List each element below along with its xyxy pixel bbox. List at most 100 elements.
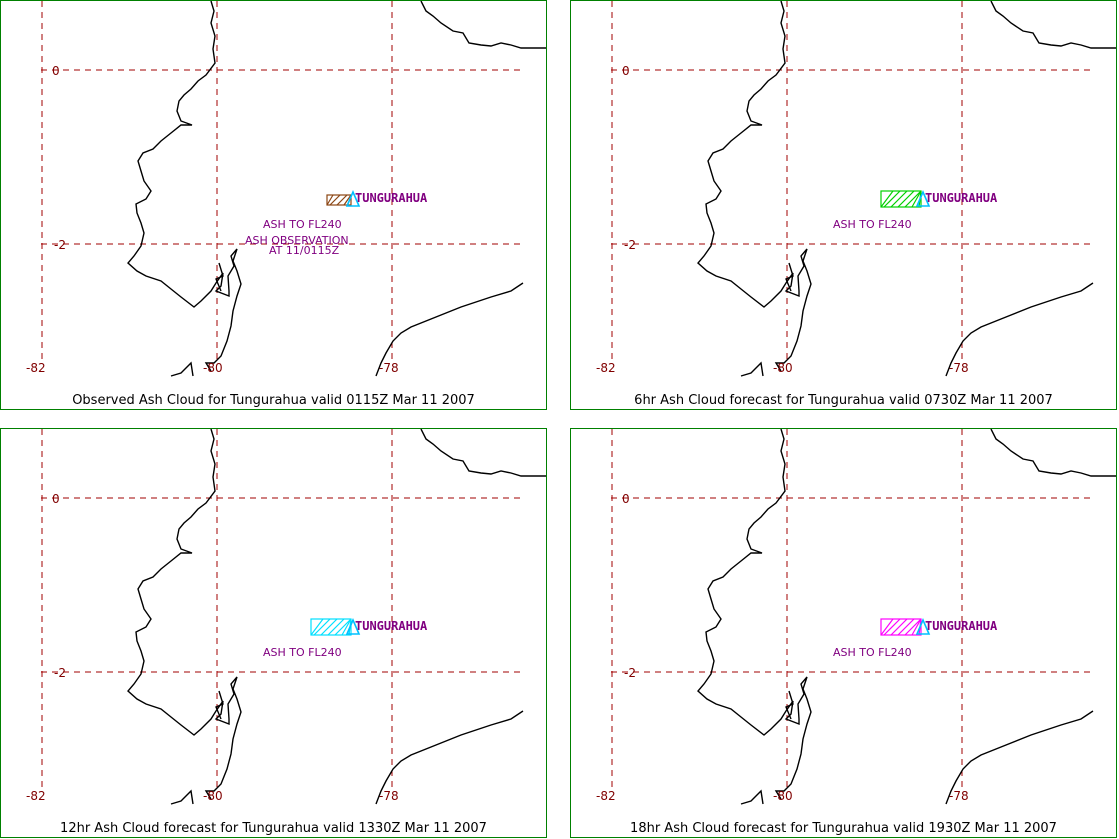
lon-label-minus82: -82: [596, 789, 616, 803]
ash-hatch: [313, 618, 331, 636]
ash-hatch: [911, 618, 922, 636]
volcano-marker-icon: [345, 189, 361, 207]
ash-note-1: ASH TO FL240: [833, 646, 912, 659]
ash-hatch: [883, 190, 901, 208]
lat-label-minus2: -2: [624, 666, 636, 680]
ash-annotations: ASH TO FL240: [263, 646, 342, 659]
map-panel-1: TUNGURAHUA ASH TO FL240 ASH OBSERVATION AT…: [0, 0, 547, 410]
ash-cloud-outline: [326, 194, 352, 206]
volcano-marker-icon: [915, 189, 931, 207]
panel-caption: 18hr Ash Cloud forecast for Tungurahua v…: [630, 821, 1057, 836]
ash-note-1: ASH TO FL240: [833, 218, 912, 231]
coast-inlet: [785, 262, 794, 292]
panel-caption: 6hr Ash Cloud forecast for Tungurahua va…: [634, 393, 1053, 408]
lon-label-minus80: -80: [773, 789, 793, 803]
ash-hatch: [326, 194, 334, 206]
coast-south: [740, 361, 764, 377]
ash-note-1: ASH TO FL240: [263, 646, 342, 659]
graticule: [611, 429, 1091, 789]
map-panel-3: TUNGURAHUA ASH TO FL240 0 -2 -82 -80 -78…: [0, 428, 547, 838]
ash-hatch: [904, 618, 922, 636]
lon-label-minus78: -78: [379, 361, 399, 375]
ash-hatch: [897, 618, 915, 636]
ash-hatch: [320, 618, 338, 636]
map-canvas: TUNGURAHUA ASH TO FL240 0 -2 -82 -80 -78: [596, 1, 1116, 377]
ash-cloud: [880, 618, 922, 636]
ash-hatch: [890, 190, 908, 208]
coast-main: [697, 429, 812, 800]
map-canvas: TUNGURAHUA ASH TO FL240 0 -2 -82 -80 -78: [26, 429, 546, 805]
coastline: [127, 1, 546, 377]
coast-inlet: [215, 262, 224, 292]
coast-main: [127, 1, 242, 372]
coastline: [697, 429, 1116, 805]
lon-label-minus80: -80: [203, 361, 223, 375]
coast-se: [375, 282, 524, 377]
lat-label-0: 0: [622, 492, 630, 506]
ash-note-2: ASH OBSERVATION: [245, 234, 349, 247]
ash-hatch: [911, 190, 922, 208]
ash-hatch: [880, 618, 894, 636]
coast-inlet: [785, 690, 794, 720]
ash-cloud: [310, 618, 352, 636]
ash-cloud-outline: [880, 190, 922, 208]
lat-label-0: 0: [622, 64, 630, 78]
ash-hatch: [336, 194, 348, 206]
lon-label-minus78: -78: [379, 789, 399, 803]
ash-hatch: [343, 194, 352, 206]
ash-hatch: [880, 190, 894, 208]
ash-hatch: [883, 618, 901, 636]
coast-south: [740, 789, 764, 805]
lon-label-minus82: -82: [26, 789, 46, 803]
map-panel-4: TUNGURAHUA ASH TO FL240 0 -2 -82 -80 -78…: [570, 428, 1117, 838]
coastline: [127, 429, 546, 805]
map-canvas: TUNGURAHUA ASH TO FL240 0 -2 -82 -80 -78: [596, 429, 1116, 805]
lat-label-minus2: -2: [54, 666, 66, 680]
coast-se: [945, 282, 1094, 377]
coastline: [697, 1, 1116, 377]
ash-cloud: [880, 190, 922, 208]
lon-label-minus82: -82: [26, 361, 46, 375]
panel-caption: Observed Ash Cloud for Tungurahua valid …: [72, 393, 475, 408]
coast-ne: [990, 1, 1116, 49]
graticule: [41, 1, 521, 361]
ash-hatch: [310, 618, 324, 636]
ash-cloud-outline: [310, 618, 352, 636]
ash-annotations: ASH TO FL240: [833, 218, 912, 231]
coast-south: [170, 789, 194, 805]
coast-ne: [420, 1, 546, 49]
lat-label-minus2: -2: [624, 238, 636, 252]
coast-ne: [420, 429, 546, 477]
ash-cloud-outline: [880, 618, 922, 636]
graticule: [611, 1, 1091, 361]
lon-label-minus80: -80: [203, 789, 223, 803]
volcano-marker-icon: [915, 617, 931, 635]
volcano-name: TUNGURAHUA: [925, 191, 998, 205]
ash-note-3: AT 11/0115Z: [269, 244, 340, 257]
ash-annotations: ASH TO FL240: [833, 646, 912, 659]
coast-ne: [990, 429, 1116, 477]
volcano-marker-icon: [345, 617, 361, 635]
ash-cloud: [326, 194, 352, 206]
lat-label-minus2: -2: [54, 238, 66, 252]
lon-label-minus78: -78: [949, 789, 969, 803]
ash-hatch: [329, 194, 341, 206]
ash-hatch: [890, 618, 908, 636]
volcano-name: TUNGURAHUA: [355, 619, 428, 633]
coast-main: [697, 1, 812, 372]
lon-label-minus78: -78: [949, 361, 969, 375]
lat-label-0: 0: [52, 492, 60, 506]
volcano-name: TUNGURAHUA: [925, 619, 998, 633]
coast-se: [375, 710, 524, 805]
coast-se: [945, 710, 1094, 805]
ash-hatch: [904, 190, 922, 208]
ash-hatch: [334, 618, 352, 636]
coast-inlet: [215, 690, 224, 720]
map-panel-2: TUNGURAHUA ASH TO FL240 0 -2 -82 -80 -78…: [570, 0, 1117, 410]
ash-note-1: ASH TO FL240: [263, 218, 342, 231]
graticule: [41, 429, 521, 789]
coast-main: [127, 429, 242, 800]
lon-label-minus82: -82: [596, 361, 616, 375]
ash-hatch: [897, 190, 915, 208]
